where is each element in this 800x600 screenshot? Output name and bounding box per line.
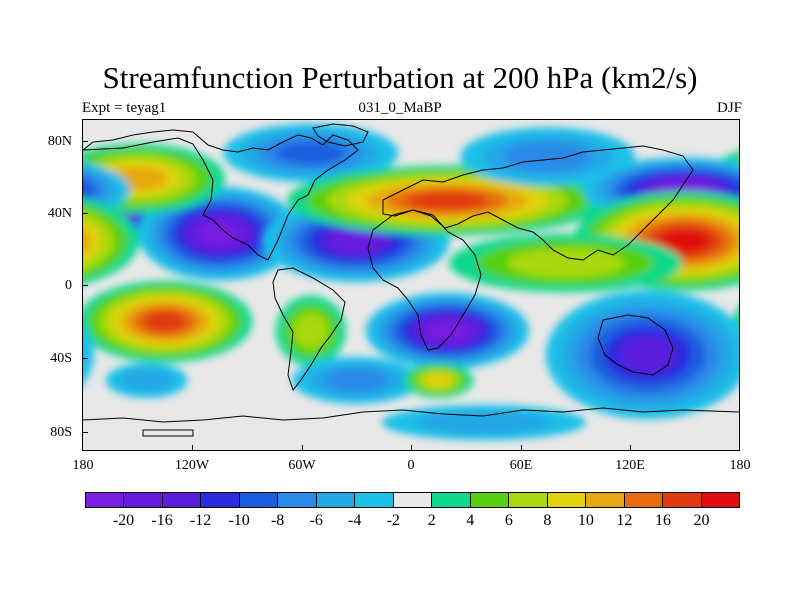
- season-label: DJF: [716, 100, 742, 116]
- colorbar-label: 4: [466, 512, 475, 529]
- lat-label-80s: 80S: [50, 425, 72, 440]
- colorbar-label: -20: [112, 512, 135, 529]
- africa-outline: [367, 209, 482, 351]
- colorbar-swatch: [393, 493, 433, 507]
- lon-label-180w: 180: [72, 458, 94, 473]
- contour-fields: [83, 123, 739, 441]
- contour-arctic-low: [275, 141, 346, 165]
- lat-label-80n: 80N: [47, 134, 72, 149]
- colorbar-swatch: [162, 493, 202, 507]
- lon-label-60w: 60W: [288, 458, 316, 473]
- colorbar-label: 20: [693, 512, 710, 529]
- lat-label-40s: 40S: [50, 351, 72, 366]
- contour-siberia-low: [83, 184, 86, 195]
- lat-tick: [82, 285, 88, 286]
- contour-australia-low: [83, 325, 94, 384]
- lat-label-0: 0: [65, 278, 72, 293]
- colorbar-label: 8: [543, 512, 552, 529]
- lon-label-0: 0: [407, 458, 415, 473]
- colorbar-swatch: [201, 493, 240, 507]
- lat-tick: [82, 141, 88, 142]
- colorbar-swatch: [432, 493, 471, 507]
- map-panel: [82, 119, 740, 451]
- lat-tick: [82, 432, 88, 433]
- colorbar-label: -6: [309, 512, 323, 529]
- eurasia-outline: [382, 145, 694, 261]
- colorbar-swatch: [316, 493, 356, 507]
- lon-label-120e: 120E: [615, 458, 645, 473]
- contour-s-pacific-high: [143, 311, 187, 332]
- contour-s-america-high: [293, 313, 329, 349]
- colorbar-label: 10: [577, 512, 594, 529]
- colorbar-label: 16: [654, 512, 671, 529]
- contour-eurasia-high: [407, 191, 488, 210]
- lat-tick: [82, 213, 88, 214]
- colorbar-label: 12: [616, 512, 633, 529]
- colorbar-label: -8: [270, 512, 285, 529]
- colorbar-label: -10: [228, 512, 250, 529]
- colorbar-label: -2: [386, 512, 400, 529]
- colorbar-label: -12: [189, 512, 212, 529]
- contour-w-pacific-high: [83, 228, 90, 254]
- colorbar-label: 2: [427, 512, 436, 529]
- colorbar-swatch: [509, 493, 548, 507]
- colorbar-swatch: [663, 493, 702, 507]
- contour-w-africa-high: [424, 373, 453, 388]
- contour-australia-low: [618, 336, 678, 374]
- colorbar: [85, 492, 740, 508]
- contour-n-america-low: [201, 223, 238, 245]
- contour-s-atlantic-low: [324, 368, 389, 393]
- colorbar-swatch: [547, 493, 587, 507]
- lon-tick: [521, 445, 522, 451]
- contour-s-ocean-low: [119, 368, 174, 393]
- colorbar-swatch: [470, 493, 510, 507]
- contour-s-indian-high: [507, 248, 625, 278]
- colorbar-swatch: [86, 493, 125, 507]
- contour-antarctic-low: [415, 410, 552, 435]
- experiment-label: Expt = teyag1: [82, 100, 167, 116]
- colorbar-swatch: [239, 493, 279, 507]
- contour-map: [83, 123, 739, 441]
- north-america-outline: [83, 129, 359, 261]
- case-label: 031_0_MaBP: [358, 100, 442, 116]
- colorbar-swatch: [124, 493, 163, 507]
- contour-atlantic-low: [333, 230, 380, 252]
- contour-w-pacific-high: [659, 229, 709, 253]
- coastlines: [83, 123, 739, 437]
- antarctica-outline: [83, 407, 739, 423]
- lon-label-120w: 120W: [174, 458, 210, 473]
- colorbar-swatch: [355, 493, 394, 507]
- contour-w-pacific-high: [83, 218, 103, 264]
- colorbar-swatch: [586, 493, 625, 507]
- lon-tick: [192, 445, 193, 451]
- contour-siberia-low: [83, 176, 97, 203]
- figure-title: Streamfunction Perturbation at 200 hPa (…: [102, 60, 698, 95]
- greenland-outline: [312, 123, 369, 147]
- contour-s-africa-low: [429, 322, 466, 340]
- colorbar-label: -4: [348, 512, 362, 529]
- lat-tick: [82, 358, 88, 359]
- south-america-outline: [272, 267, 346, 392]
- lon-tick: [411, 445, 412, 451]
- ross-shelf-outline: [142, 429, 194, 437]
- contour-central-asia-low: [503, 142, 592, 172]
- colorbar-swatch: [701, 493, 739, 507]
- colorbar-swatch: [278, 493, 317, 507]
- australia-outline: [597, 314, 674, 376]
- lon-tick: [302, 445, 303, 451]
- lon-tick: [630, 445, 631, 451]
- lon-label-180e: 180: [729, 458, 751, 473]
- lon-label-60e: 60E: [509, 458, 533, 473]
- colorbar-label: 6: [504, 512, 513, 529]
- colorbar-label: -16: [151, 512, 173, 529]
- colorbar-swatch: [624, 493, 664, 507]
- lat-label-40n: 40N: [47, 206, 72, 221]
